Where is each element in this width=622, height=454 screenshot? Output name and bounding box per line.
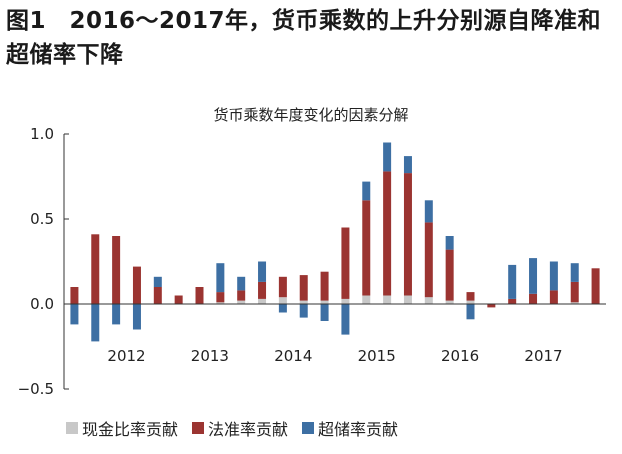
bar-segment-s1-2015Q4	[403, 173, 412, 296]
bar-segment-s2-2012Q1	[91, 304, 100, 342]
bar-segment-s1-2012Q4	[153, 287, 162, 304]
bar-segment-s2-2017Q3	[549, 261, 558, 291]
legend-item-reserve-requirement: 法准率贡献	[192, 416, 288, 440]
bar-segment-s1-2012Q1	[91, 234, 100, 304]
bar-segment-s0-2014Q3	[299, 300, 308, 304]
bar-segment-s0-2014Q4	[320, 300, 329, 304]
bar-segment-s1-2017Q3	[549, 290, 558, 304]
bar-segment-s1-2016Q4	[487, 304, 496, 308]
legend-label-cash: 现金比率贡献	[82, 420, 179, 439]
bar-segment-s1-2013Q2	[195, 287, 204, 304]
bar-segment-s1-2014Q3	[299, 275, 308, 301]
bars-group	[70, 142, 600, 342]
y-tick-label: 1.0	[30, 125, 54, 143]
bar-segment-s1-2015Q2	[362, 200, 371, 296]
bar-segment-s2-2014Q1	[258, 261, 267, 282]
legend-item-excess-reserve: 超储率贡献	[302, 416, 398, 440]
x-tick-label: 2017	[524, 347, 562, 365]
bar-segment-s1-2011Q4	[70, 287, 79, 304]
bar-segment-s1-2016Q2	[445, 249, 454, 301]
legend-swatch-reserve-requirement	[192, 422, 205, 434]
bar-segment-s2-2016Q1	[424, 200, 433, 223]
legend: 现金比率贡献 法准率贡献 超储率贡献	[66, 416, 398, 440]
x-tick-labels: 2012 2013 2014 2015 2016 2017	[107, 347, 562, 365]
bar-segment-s0-2015Q4	[403, 295, 412, 304]
legend-swatch-cash	[66, 422, 78, 434]
bar-segment-s1-2016Q1	[424, 222, 433, 298]
legend-label-reserve-requirement: 法准率贡献	[208, 420, 289, 439]
bar-segment-s2-2013Q3	[216, 263, 225, 293]
bar-segment-s2-2017Q4	[570, 263, 579, 282]
bar-segment-s2-2012Q4	[153, 276, 162, 287]
bar-segment-s2-2012Q2	[112, 304, 121, 325]
bar-segment-s0-2013Q3	[216, 302, 225, 304]
bar-segment-s2-2015Q4	[403, 156, 412, 174]
bar-segment-s1-2013Q4	[237, 290, 246, 301]
bar-segment-s1-2014Q1	[258, 281, 267, 299]
bar-segment-s2-2014Q4	[320, 304, 329, 321]
bar-segment-s2-2016Q2	[445, 236, 454, 250]
y-tick-label: 0.5	[30, 210, 54, 228]
bar-segment-s1-2015Q3	[383, 171, 392, 296]
bar-segment-s1-2013Q3	[216, 292, 225, 303]
bar-segment-s0-2016Q1	[424, 297, 433, 304]
bar-segment-s2-2015Q3	[383, 142, 392, 172]
bar-segment-s0-2015Q3	[383, 295, 392, 304]
bar-segment-s1-2018Q1	[591, 268, 600, 304]
bar-segment-s2-2012Q3	[132, 304, 141, 330]
x-tick-label: 2016	[441, 347, 479, 365]
legend-label-excess-reserve: 超储率贡献	[318, 420, 399, 439]
bar-segment-s1-2017Q2	[529, 293, 538, 304]
legend-swatch-excess-reserve	[302, 422, 315, 434]
x-tick-label: 2013	[191, 347, 229, 365]
bar-segment-s2-2017Q1	[508, 264, 517, 299]
bar-segment-s2-2013Q4	[237, 276, 246, 291]
x-tick-label: 2014	[274, 347, 312, 365]
bar-segment-s2-2015Q1	[341, 304, 350, 335]
y-tick-label: −0.5	[18, 380, 54, 398]
bar-segment-s0-2014Q2	[278, 297, 287, 304]
legend-item-cash: 现金比率贡献	[66, 416, 178, 440]
bar-segment-s1-2014Q2	[278, 276, 287, 298]
bar-segment-s0-2014Q1	[258, 298, 267, 304]
bar-segment-s0-2016Q2	[445, 300, 454, 304]
bar-segment-s0-2016Q3	[466, 300, 475, 304]
bar-segment-s2-2014Q3	[299, 304, 308, 318]
bar-segment-s1-2014Q4	[320, 271, 329, 301]
bar-segment-s1-2012Q3	[132, 266, 141, 304]
bar-segment-s2-2015Q2	[362, 181, 371, 201]
bar-segment-s2-2011Q4	[70, 304, 79, 325]
bar-segment-s2-2017Q2	[529, 258, 538, 294]
bar-segment-s1-2017Q1	[508, 298, 517, 304]
figure-title: 图1 2016～2017年，货币乘数的上升分别源自降准和超储率下降	[6, 8, 602, 68]
bar-segment-s1-2017Q4	[570, 281, 579, 303]
bar-segment-s2-2016Q3	[466, 304, 475, 320]
x-tick-label: 2015	[358, 347, 396, 365]
y-ticks: 1.0 0.5 0.0 −0.5	[18, 125, 69, 398]
bar-segment-s2-2014Q2	[278, 304, 287, 313]
bar-segment-s1-2016Q3	[466, 292, 475, 301]
chart-title: 货币乘数年度变化的因素分解	[213, 106, 408, 124]
bar-segment-s0-2015Q2	[362, 295, 371, 304]
bar-segment-s1-2015Q1	[341, 227, 350, 299]
bar-segment-s0-2015Q1	[341, 298, 350, 304]
x-tick-label: 2012	[107, 347, 145, 365]
bar-segment-s1-2013Q1	[174, 295, 183, 304]
y-tick-label: 0.0	[30, 295, 54, 313]
bar-segment-s0-2017Q4	[570, 302, 579, 304]
bar-segment-s0-2013Q4	[237, 300, 246, 304]
bar-segment-s1-2012Q2	[112, 236, 121, 304]
